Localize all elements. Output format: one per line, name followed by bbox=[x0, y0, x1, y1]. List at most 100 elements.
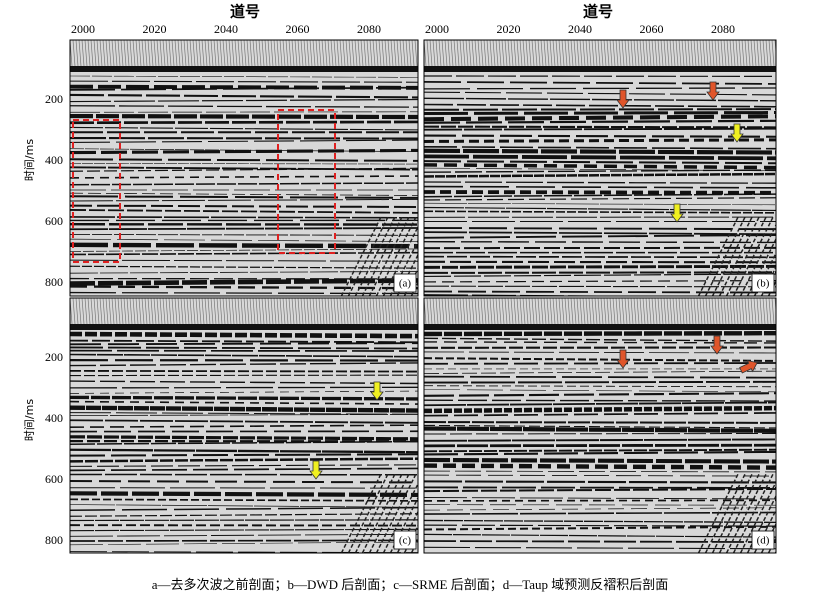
trace bbox=[396, 298, 400, 325]
trace bbox=[225, 40, 229, 67]
dipping-event bbox=[790, 473, 820, 553]
trace bbox=[408, 298, 412, 325]
trace bbox=[585, 298, 589, 325]
trace bbox=[606, 40, 610, 67]
trace bbox=[219, 40, 223, 67]
trace bbox=[288, 298, 292, 325]
reflector bbox=[424, 290, 776, 294]
trace bbox=[429, 40, 433, 67]
trace bbox=[477, 40, 481, 67]
trace bbox=[360, 40, 364, 67]
trace bbox=[276, 40, 280, 67]
trace bbox=[522, 40, 526, 67]
trace bbox=[159, 40, 163, 67]
trace bbox=[90, 40, 94, 67]
dipping-event bbox=[697, 472, 740, 553]
dipping-event bbox=[368, 472, 411, 553]
dipping-event bbox=[375, 215, 418, 296]
trace bbox=[594, 40, 598, 67]
trace bbox=[225, 298, 229, 325]
trace bbox=[474, 40, 478, 67]
dipping-event bbox=[774, 550, 776, 553]
trace bbox=[756, 298, 760, 325]
reflector bbox=[70, 390, 418, 394]
reflector bbox=[424, 279, 776, 283]
dipping-event bbox=[375, 472, 418, 553]
trace bbox=[132, 40, 136, 67]
x-tick-label: 2020 bbox=[143, 22, 167, 36]
trace bbox=[174, 298, 178, 325]
trace bbox=[330, 298, 334, 325]
dipping-event bbox=[739, 223, 776, 296]
trace bbox=[741, 298, 745, 325]
reflector bbox=[70, 457, 418, 463]
trace bbox=[327, 298, 331, 325]
trace bbox=[168, 40, 172, 67]
trace bbox=[462, 298, 466, 325]
reflector bbox=[70, 259, 418, 262]
trace bbox=[348, 40, 352, 67]
trace bbox=[615, 298, 619, 325]
trace bbox=[102, 40, 106, 67]
reflector bbox=[424, 234, 776, 239]
trace bbox=[612, 40, 616, 67]
trace bbox=[279, 40, 283, 67]
trace bbox=[264, 298, 268, 325]
reflector bbox=[70, 448, 418, 454]
trace bbox=[186, 298, 190, 325]
dipping-event bbox=[739, 480, 776, 553]
trace bbox=[447, 40, 451, 67]
reflector bbox=[70, 227, 418, 231]
trace bbox=[240, 298, 244, 325]
trace bbox=[693, 40, 697, 67]
reflector bbox=[70, 242, 418, 249]
trace bbox=[501, 40, 505, 67]
trace bbox=[369, 298, 373, 325]
trace bbox=[375, 298, 379, 325]
trace bbox=[537, 298, 541, 325]
trace bbox=[126, 40, 130, 67]
reflector bbox=[424, 426, 776, 433]
dipping-event bbox=[732, 215, 775, 296]
trace bbox=[546, 40, 550, 67]
trace bbox=[576, 298, 580, 325]
trace bbox=[480, 40, 484, 67]
dipping-event bbox=[767, 279, 776, 296]
trace bbox=[774, 40, 776, 58]
seismic-section bbox=[424, 298, 820, 553]
reflector bbox=[70, 265, 418, 269]
trace bbox=[609, 40, 613, 67]
trace bbox=[582, 40, 586, 67]
trace bbox=[753, 40, 757, 67]
trace bbox=[249, 298, 253, 325]
trace bbox=[363, 40, 367, 67]
trace bbox=[147, 40, 151, 67]
reflector bbox=[70, 424, 418, 429]
reflector bbox=[424, 197, 776, 201]
reflector bbox=[70, 182, 418, 186]
trace bbox=[531, 298, 535, 325]
reflector bbox=[424, 134, 776, 138]
trace bbox=[501, 298, 505, 325]
dipping-event bbox=[382, 225, 418, 296]
reflector bbox=[70, 195, 418, 199]
reflector bbox=[424, 524, 776, 527]
trace bbox=[285, 298, 289, 325]
trace bbox=[237, 298, 241, 325]
trace bbox=[633, 298, 637, 325]
trace bbox=[141, 298, 145, 325]
reflector bbox=[70, 93, 418, 99]
reflector bbox=[424, 412, 776, 417]
trace bbox=[537, 40, 541, 67]
x-tick-label: 2080 bbox=[357, 22, 381, 36]
dipping-event bbox=[368, 215, 411, 296]
trace bbox=[672, 298, 676, 325]
trace bbox=[135, 40, 139, 67]
trace bbox=[618, 298, 622, 325]
trace bbox=[561, 40, 565, 67]
trace bbox=[627, 40, 631, 67]
trace bbox=[366, 40, 370, 67]
trace bbox=[342, 298, 346, 325]
trace bbox=[201, 40, 205, 67]
